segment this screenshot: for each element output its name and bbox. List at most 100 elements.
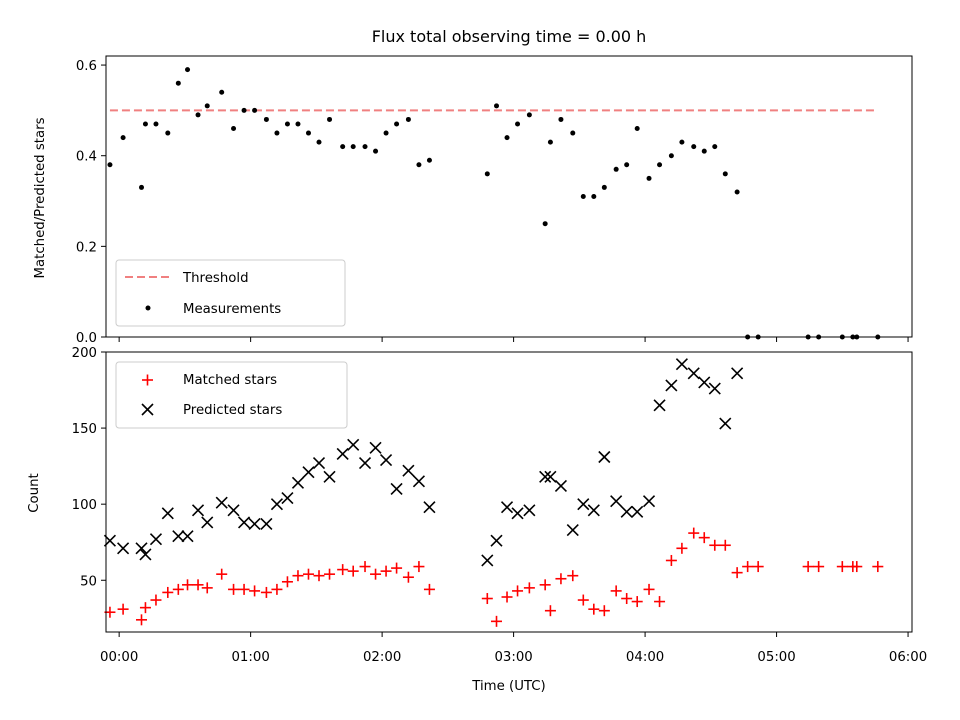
predicted-star-point [554, 479, 568, 492]
predicted-star-point [665, 379, 678, 392]
predicted-star-point [544, 470, 557, 483]
measurement-point [120, 135, 126, 141]
predicted-star-point [731, 367, 744, 380]
matched-star-point [802, 561, 814, 573]
predicted-star-stroke-b [539, 470, 552, 483]
predicted-star-point [577, 498, 590, 511]
x-tick-label: 04:00 [626, 650, 664, 665]
ratio-y-tick-label: 0.4 [76, 150, 97, 165]
matched-star-point [182, 579, 194, 591]
ratio-y-tick-label: 0.0 [76, 331, 97, 346]
ratio-y-tick-label: 0.2 [76, 240, 97, 255]
measurement-point [712, 144, 718, 150]
chart-title: Flux total observing time = 0.00 h [372, 27, 647, 46]
predicted-star-stroke-b [642, 495, 656, 508]
count-legend: Matched stars Predicted stars [115, 361, 348, 429]
measurement-point [252, 107, 258, 113]
measurement-point [679, 139, 685, 145]
predicted-star-stroke-b [323, 470, 336, 483]
matched-star-point [688, 527, 700, 539]
predicted-star-stroke-b [719, 417, 732, 430]
predicted-star-stroke-b [653, 399, 666, 412]
predicted-star-stroke-b [302, 466, 315, 479]
matched-star-point [643, 583, 655, 595]
measurement-point [570, 130, 576, 136]
matched-star-point [216, 568, 228, 580]
measurement-point [691, 144, 697, 150]
predicted-star-stroke-b [687, 367, 700, 380]
measurement-point [734, 189, 740, 195]
measurement-point [263, 116, 269, 122]
matched-star-point [555, 573, 567, 585]
legend-threshold-label: Threshold [182, 271, 249, 286]
predicted-star-stroke-b [698, 376, 711, 389]
x-tick-label: 05:00 [757, 650, 795, 665]
predicted-star-point [511, 507, 524, 520]
predicted-star-point [135, 542, 148, 555]
predicted-star-point [423, 501, 436, 514]
measurement-point [601, 184, 607, 190]
measurement-point [165, 130, 171, 136]
measurement-point [591, 194, 597, 199]
measurement-point [107, 162, 113, 168]
predicted-star-point [708, 382, 721, 395]
measurement-point [142, 121, 148, 127]
measurement-point [383, 130, 389, 136]
measurement-point [231, 126, 237, 132]
predicted-star-point [336, 447, 349, 461]
measurement-point [701, 148, 707, 154]
predicted-star-point [302, 466, 315, 479]
predicted-star-point [523, 504, 536, 517]
predicted-star-stroke-b [379, 453, 393, 467]
predicted-star-stroke-b [336, 447, 349, 461]
x-tick-label: 06:00 [889, 650, 927, 665]
predicted-star-stroke-b [215, 496, 228, 509]
predicted-star-stroke-b [237, 516, 251, 529]
matched-star-point [391, 562, 403, 574]
predicted-star-stroke-b [481, 554, 494, 567]
ratio-legend-box [115, 259, 346, 327]
matched-star-point [539, 579, 551, 591]
measurement-point [373, 148, 379, 154]
measurements-series [107, 67, 881, 340]
matched-star-point [588, 603, 600, 615]
matched-star-point [631, 596, 643, 608]
matched-star-point [598, 605, 610, 617]
measurement-point [722, 171, 728, 177]
measurement-point [624, 162, 630, 168]
predicted-star-stroke-b [708, 382, 721, 395]
predicted-star-point [281, 492, 294, 505]
predicted-star-point [620, 505, 633, 518]
matched-star-point [621, 593, 633, 605]
count-legend-box [115, 361, 348, 429]
predicted-star-point [539, 470, 552, 483]
measurement-point [580, 194, 586, 199]
measurement-point [340, 144, 346, 150]
matched-star-point [292, 570, 304, 582]
predicted-star-stroke-b [172, 530, 185, 543]
predicted-stars-series [103, 358, 744, 567]
matched-star-point [544, 605, 556, 617]
predicted-star-stroke-b [139, 548, 152, 561]
matched-star-point [423, 583, 435, 595]
measurement-point [284, 121, 290, 127]
legend-predicted-label: Predicted stars [183, 403, 282, 418]
predicted-star-stroke-b [423, 501, 436, 514]
predicted-star-point [172, 530, 185, 543]
predicted-star-stroke-b [665, 379, 678, 392]
matched-star-point [742, 561, 754, 573]
predicted-star-point [369, 441, 382, 454]
predicted-star-point [490, 534, 503, 547]
predicted-star-point [139, 548, 152, 561]
predicted-star-stroke-b [227, 504, 240, 517]
matched-star-point [370, 568, 382, 580]
matched-star-point [413, 561, 425, 573]
matched-star-point [359, 561, 371, 573]
legend-predicted-swatch [141, 403, 154, 416]
matched-star-point [813, 561, 825, 573]
matched-star-point [139, 602, 151, 614]
predicted-star-point [587, 504, 600, 517]
matched-star-point [172, 583, 184, 595]
predicted-star-point [412, 475, 425, 488]
